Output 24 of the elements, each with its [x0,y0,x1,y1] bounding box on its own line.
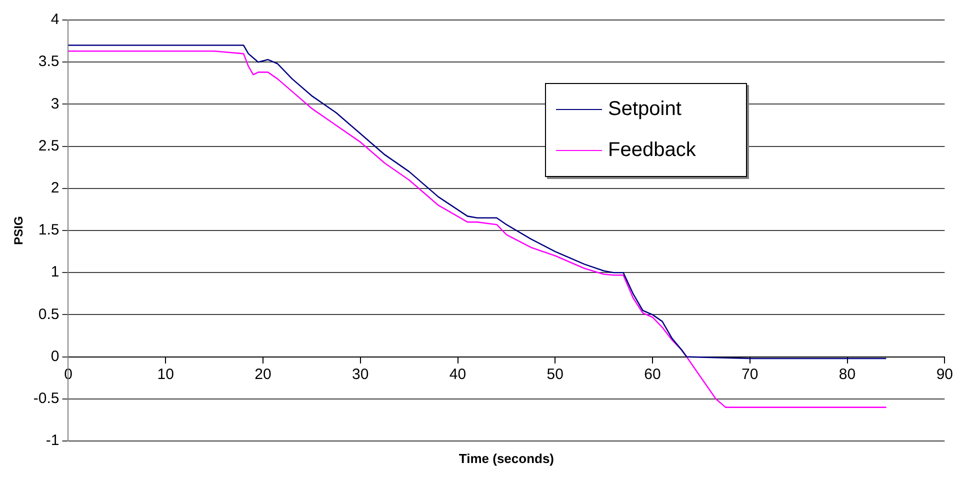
x-tick-label: 60 [644,366,661,383]
y-tick-label: 1 [50,264,60,281]
y-tick-label: 2 [50,180,60,197]
x-tick-label: 10 [157,366,174,383]
x-tick-label: 50 [546,366,564,383]
x-tick-label: 90 [936,366,953,383]
y-tick-label: 0.5 [38,306,60,323]
legend-label: Feedback [608,139,696,162]
y-tick-label: -0.5 [33,390,60,408]
y-axis-title: PSIG [12,216,26,245]
x-tick-label: 20 [254,366,272,383]
x-tick-label: 40 [449,366,466,383]
legend-label: Setpoint [608,98,682,121]
y-tick-label: 0 [50,348,60,365]
y-tick-label: -1 [46,432,60,450]
y-tick-label: 3 [50,95,60,112]
x-tick-label: 80 [838,366,856,383]
y-tick-label: 2.5 [38,137,60,154]
x-tick-label: 70 [742,366,758,383]
y-tick-label: 3.5 [38,53,60,70]
x-tick-label: 30 [352,366,369,383]
y-tick-label: 1.5 [38,222,60,239]
y-tick-label: 4 [50,11,60,28]
x-axis-title: Time (seconds) [458,451,554,466]
